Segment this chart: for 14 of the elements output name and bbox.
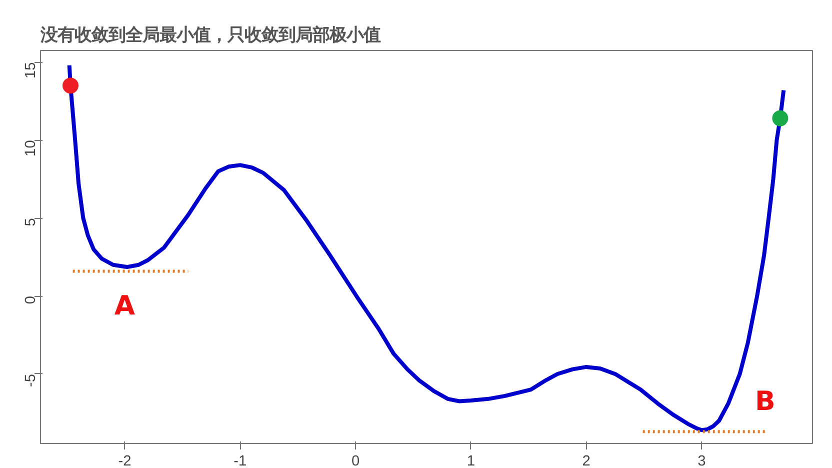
x-tick-label: -1 <box>234 454 247 468</box>
y-tick-label: 5 <box>23 218 39 226</box>
y-tick-label: 10 <box>23 140 39 156</box>
x-tick-label: 1 <box>466 454 476 468</box>
x-tick-label: 3 <box>698 454 706 468</box>
chart-title: 没有收敛到全局最小值，只收敛到局部极小值 <box>40 26 380 46</box>
x-tick-label: -2 <box>118 454 132 468</box>
x-tick-label: 0 <box>351 454 360 468</box>
x-tick-label: 2 <box>582 454 590 468</box>
y-tick-label: 0 <box>23 296 39 304</box>
y-tick-label: 15 <box>23 62 39 78</box>
y-tick-label: -5 <box>23 374 39 388</box>
annotation: A <box>114 290 136 322</box>
annotation: B <box>755 386 776 418</box>
